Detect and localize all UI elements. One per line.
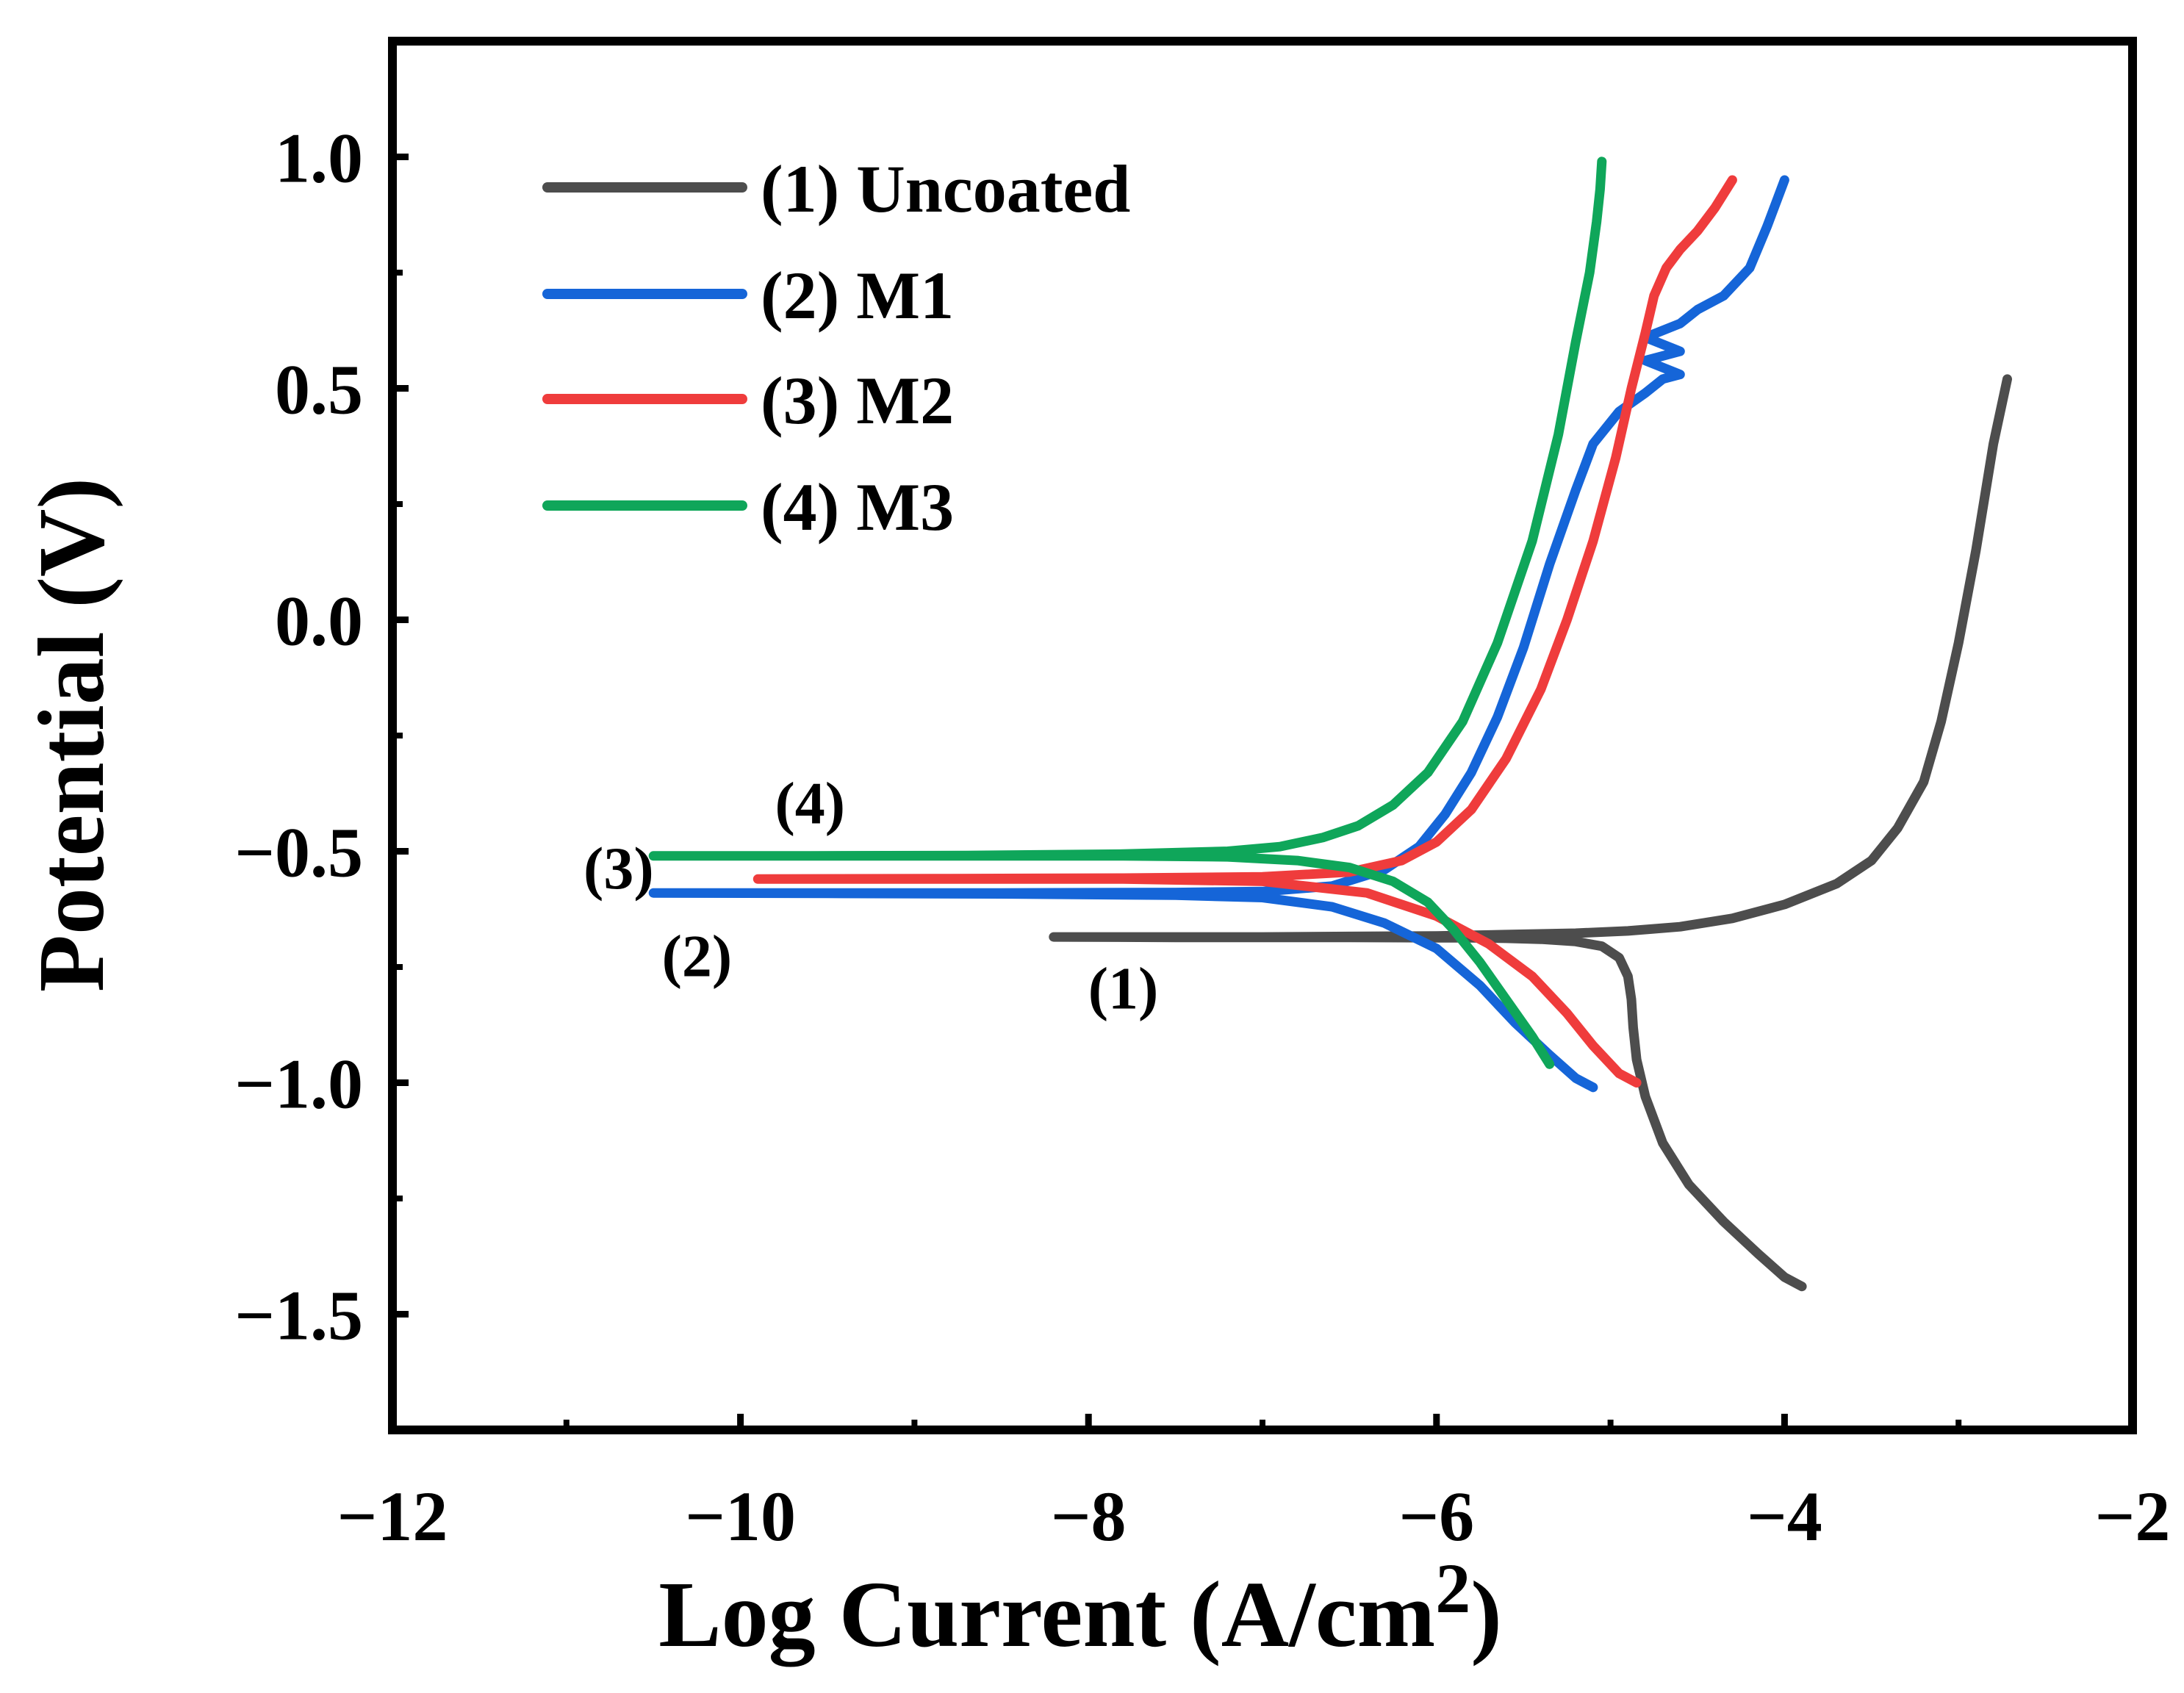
curve-annotation-3: (3) [583, 835, 654, 902]
series-line-1 [1049, 374, 2012, 1292]
x-tick-label: −4 [1747, 1477, 1822, 1556]
y-tick-label: −0.5 [234, 813, 363, 892]
x-axis-title-close: ) [1470, 1562, 1502, 1667]
y-tick-label: 0.0 [275, 582, 363, 661]
series-line-4 [648, 157, 1607, 1069]
series-layer [648, 157, 2012, 1292]
x-tick-label: −2 [2095, 1477, 2171, 1556]
curve-annotation-1: (1) [1088, 955, 1159, 1022]
y-tick-label: 0.5 [275, 351, 363, 429]
y-tick-label: 1.0 [275, 119, 363, 198]
legend-label-1: (1) Uncoated [761, 151, 1130, 226]
x-axis-title-superscript: 2 [1435, 1549, 1470, 1628]
y-tick-label: −1.0 [234, 1045, 363, 1124]
legend: (1) Uncoated (2) M1 (3) M2 (4) M3 [542, 151, 1130, 544]
x-axis-ticks: −12 −10 −8 −6 −4 −2 [337, 1414, 2171, 1556]
curve-annotations: (1) (2)(3) (4) [583, 770, 1158, 1022]
x-axis-title-main: Log Current (A/cm [658, 1562, 1435, 1667]
y-axis-title: Potential (V) [19, 478, 123, 992]
y-axis-ticks: 1.0 0.5 0.0 −0.5 −1.0 −1.5 [234, 38, 409, 1433]
x-tick-label: −10 [685, 1477, 796, 1556]
legend-label-3: (3) M2 [761, 363, 954, 438]
curve-annotation-2: (2) [662, 923, 733, 990]
legend-label-4: (4) M3 [761, 470, 954, 544]
series-line-3 [752, 175, 1737, 1088]
series-line-2 [648, 175, 1789, 1093]
legend-label-2: (2) M1 [761, 258, 954, 333]
plot-frame [388, 37, 2137, 1434]
x-tick-label: −6 [1398, 1477, 1474, 1556]
x-tick-label: −8 [1051, 1477, 1127, 1556]
x-axis-title: Log Current (A/cm2) [658, 1549, 1502, 1667]
curve-annotation-4: (4) [775, 770, 846, 837]
x-tick-label: −12 [337, 1477, 448, 1556]
y-tick-label: −1.5 [234, 1276, 363, 1355]
